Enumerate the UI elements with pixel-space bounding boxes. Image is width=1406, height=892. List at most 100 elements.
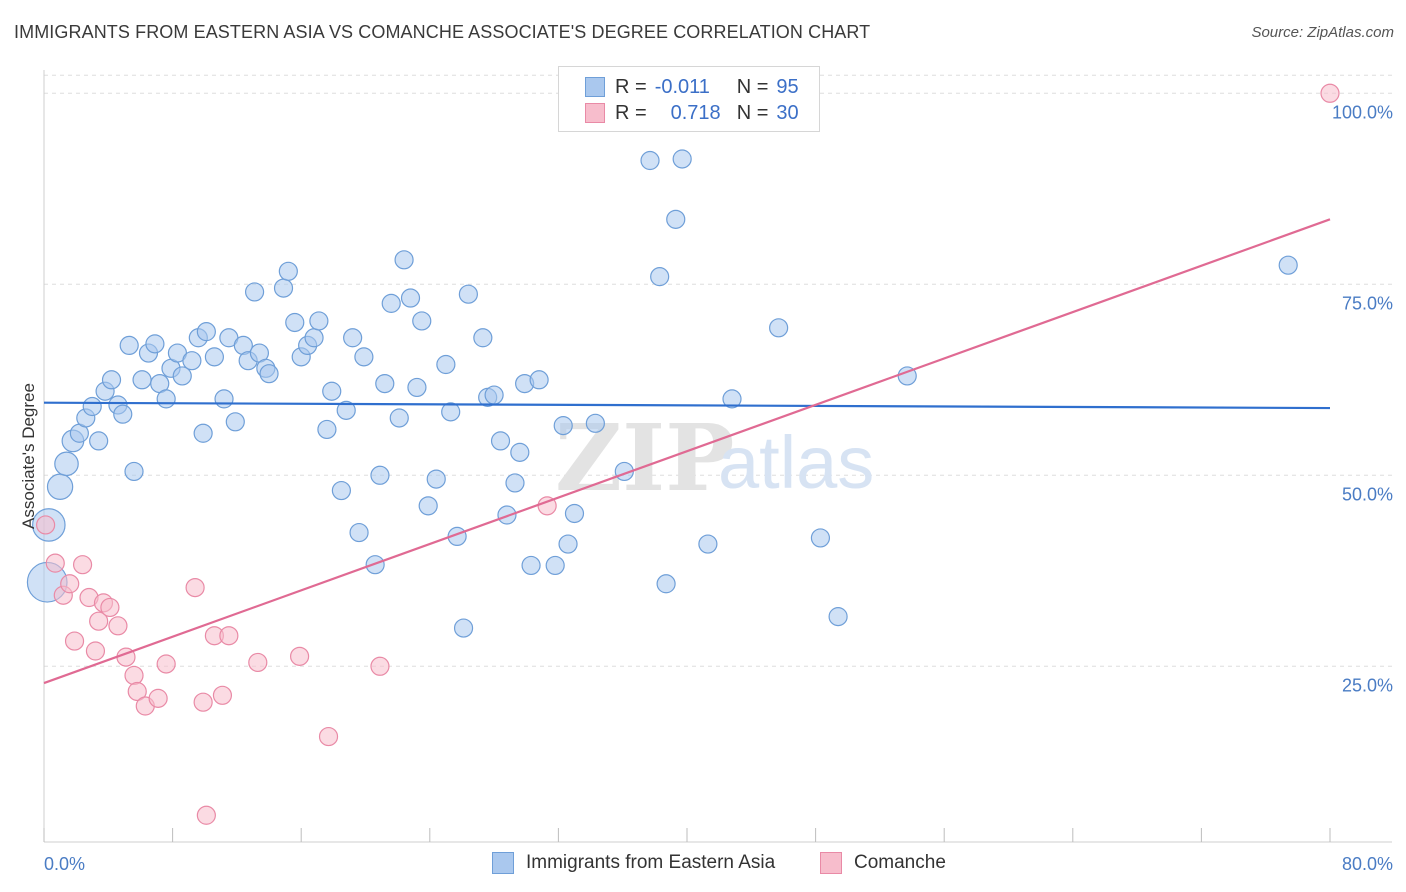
eastern-asia-point bbox=[769, 318, 789, 338]
eastern-asia-point bbox=[521, 555, 541, 576]
eastern-asia-point bbox=[113, 404, 133, 424]
eastern-asia-point bbox=[640, 150, 660, 171]
eastern-asia-point bbox=[331, 480, 351, 501]
comanche-point bbox=[212, 685, 233, 705]
comanche-point bbox=[193, 692, 213, 712]
eastern-asia-point bbox=[666, 209, 686, 229]
axes bbox=[43, 70, 1392, 843]
eastern-asia-point bbox=[545, 555, 565, 576]
y-axis-title: Associate's Degree bbox=[19, 383, 38, 529]
eastern-asia-point bbox=[304, 328, 324, 348]
eastern-asia-point bbox=[490, 431, 511, 451]
eastern-asia-point bbox=[101, 370, 122, 390]
eastern-asia-point bbox=[278, 261, 298, 281]
comanche-point bbox=[127, 681, 147, 702]
comanche-point bbox=[36, 515, 56, 535]
eastern-asia-point bbox=[400, 288, 421, 308]
legend-n-label: N = bbox=[736, 101, 769, 124]
series-comanche-points bbox=[36, 83, 1340, 825]
bottom-legend-label: Immigrants from Eastern Asia bbox=[526, 852, 776, 873]
comanche-point bbox=[219, 626, 239, 646]
eastern-asia-point bbox=[259, 364, 279, 384]
eastern-asia-point bbox=[585, 413, 605, 433]
comanche-point bbox=[45, 553, 65, 573]
eastern-asia-point bbox=[458, 284, 478, 304]
bottom-legend-label: Comanche bbox=[854, 852, 946, 873]
eastern-asia-point bbox=[453, 618, 474, 638]
comanche-point bbox=[318, 726, 339, 747]
legend-swatch-blue bbox=[585, 77, 605, 97]
eastern-asia-point bbox=[529, 370, 549, 390]
comanche-point bbox=[85, 641, 106, 661]
comanche-point bbox=[100, 597, 120, 618]
eastern-asia-point bbox=[510, 442, 530, 462]
comanche-point bbox=[60, 574, 80, 594]
eastern-asia-point bbox=[193, 423, 213, 443]
comanche-point bbox=[156, 654, 176, 674]
eastern-asia-point bbox=[370, 465, 390, 485]
eastern-asia-point bbox=[473, 328, 493, 348]
eastern-asia-point bbox=[322, 381, 342, 401]
comanche-point bbox=[196, 805, 216, 825]
comanche-point bbox=[248, 652, 268, 673]
y-tick-label: 25.0% bbox=[1342, 675, 1393, 695]
eastern-asia-point bbox=[145, 334, 165, 354]
eastern-asia-point bbox=[172, 366, 192, 386]
comanche-point bbox=[370, 656, 390, 676]
eastern-asia-point bbox=[156, 389, 176, 409]
eastern-asia-point bbox=[564, 503, 585, 524]
tick-labels: 25.0% 50.0% 75.0% 100.0% 0.0% 80.0% bbox=[44, 102, 1393, 874]
eastern-asia-point bbox=[650, 267, 670, 287]
eastern-asia-point bbox=[343, 328, 363, 348]
eastern-asia-point bbox=[553, 416, 573, 436]
bottom-legend-swatch-pink bbox=[820, 852, 842, 874]
eastern-asia-point bbox=[407, 377, 427, 398]
eastern-asia-point bbox=[119, 335, 139, 355]
eastern-asia-point bbox=[505, 473, 525, 493]
eastern-asia-point bbox=[810, 528, 831, 548]
eastern-asia-point bbox=[196, 322, 216, 342]
eastern-asia-point bbox=[484, 385, 504, 405]
eastern-asia-point bbox=[317, 419, 337, 440]
eastern-asia-point bbox=[441, 402, 461, 422]
eastern-asia-point bbox=[722, 389, 742, 409]
comanche-point bbox=[185, 577, 205, 598]
eastern-asia-point bbox=[214, 389, 234, 409]
eastern-asia-point bbox=[124, 461, 144, 482]
eastern-asia-point bbox=[394, 250, 414, 270]
eastern-asia-point bbox=[436, 354, 456, 375]
eastern-asia-point bbox=[244, 282, 265, 302]
eastern-asia-point bbox=[204, 347, 224, 367]
legend-r-value: 0.718 bbox=[670, 101, 721, 124]
series-eastern-asia-points bbox=[26, 149, 1298, 638]
eastern-asia-point bbox=[389, 408, 409, 428]
bottom-legend-eastern-asia: Immigrants from Eastern Asia bbox=[492, 852, 775, 874]
eastern-asia-point bbox=[412, 311, 432, 331]
x-tick-label: 80.0% bbox=[1342, 854, 1393, 874]
legend-n-value: 30 bbox=[776, 101, 799, 124]
eastern-asia-point bbox=[375, 374, 395, 394]
comanche-point bbox=[64, 631, 85, 651]
comanche-trend-line bbox=[43, 218, 1331, 685]
comanche-point bbox=[124, 665, 144, 686]
correlation-legend: R = -0.011 N = 95 R = 0.718 N = 30 bbox=[558, 66, 820, 132]
eastern-asia-point bbox=[381, 293, 401, 313]
legend-r-label: R = bbox=[615, 101, 647, 124]
eastern-asia-point bbox=[309, 311, 329, 331]
comanche-point bbox=[289, 646, 310, 666]
eastern-asia-point bbox=[558, 534, 578, 554]
bottom-legend-comanche: Comanche bbox=[820, 852, 946, 874]
eastern-asia-point bbox=[132, 370, 152, 390]
eastern-asia-point bbox=[656, 574, 676, 594]
comanche-point bbox=[89, 611, 109, 631]
x-tick-label: 0.0% bbox=[44, 854, 85, 874]
legend-swatch-pink bbox=[585, 103, 605, 123]
eastern-asia-point bbox=[46, 473, 74, 500]
eastern-asia-point bbox=[672, 149, 692, 169]
bottom-legend-swatch-blue bbox=[492, 852, 514, 874]
trend-lines bbox=[43, 218, 1331, 685]
comanche-point bbox=[148, 688, 168, 708]
comanche-point bbox=[72, 555, 93, 575]
watermark-atlas: atlas bbox=[718, 421, 874, 504]
